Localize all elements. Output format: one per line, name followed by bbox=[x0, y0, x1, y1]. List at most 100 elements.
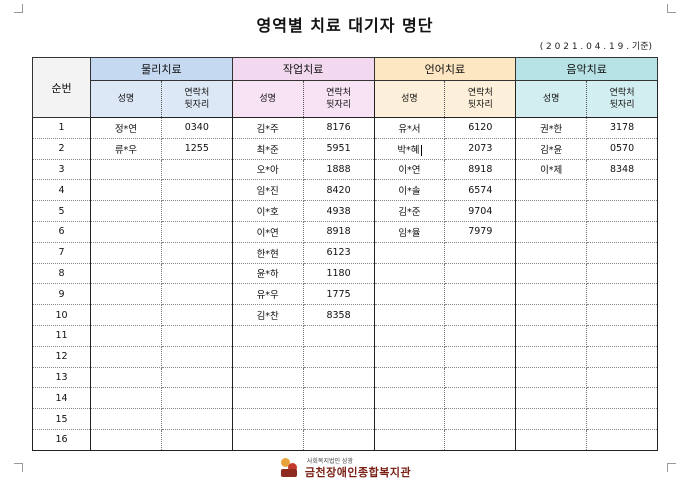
music-contact-cell bbox=[586, 283, 658, 306]
speech-name-cell: 유*서 bbox=[373, 117, 446, 139]
page-corner-mark-bottom-left bbox=[14, 463, 23, 472]
occupational-contact-cell: 5951 bbox=[302, 138, 375, 160]
table-row: 12 bbox=[32, 346, 658, 368]
row-seq: 3 bbox=[32, 159, 91, 181]
row-seq: 10 bbox=[32, 304, 91, 326]
page-corner-mark-top-right bbox=[667, 4, 676, 13]
speech-contact-cell bbox=[444, 263, 517, 285]
occupational-name-cell bbox=[231, 387, 304, 410]
music-contact-cell bbox=[586, 242, 658, 264]
music-contact-cell: 8348 bbox=[586, 159, 658, 181]
occupational-name-cell: 이*호 bbox=[231, 200, 304, 222]
occupational-contact-cell: 8176 bbox=[302, 117, 375, 139]
occupational-contact-cell: 8918 bbox=[302, 221, 375, 243]
music-contact-cell bbox=[586, 200, 658, 222]
occupational-name-cell: 윤*하 bbox=[231, 263, 304, 285]
music-name-cell bbox=[515, 200, 588, 222]
occupational-name-cell: 김*주 bbox=[231, 117, 304, 139]
physical-contact-cell bbox=[160, 263, 233, 285]
waitlist-rows: 1 정*연 0340 김*주 8176 유*서 6120 권*한 3178 2 류*우 1255 최*준… bbox=[32, 117, 658, 451]
row-seq: 12 bbox=[32, 346, 91, 368]
occupational-contact-cell bbox=[302, 429, 375, 451]
physical-name-cell bbox=[90, 159, 162, 181]
org-type-label: 사회복지법인 삼광 bbox=[306, 457, 353, 465]
occupational-contact-cell: 6123 bbox=[302, 242, 375, 264]
physical-contact-cell bbox=[160, 304, 233, 326]
speech-name-cell bbox=[373, 429, 446, 451]
physical-contact-cell bbox=[160, 408, 233, 430]
footer-logo: 사회복지법인 삼광 금천장애인종합복지관 bbox=[0, 457, 690, 479]
waitlist-table: 순번 물리치료 작업치료 언어치료 음악치료 성명 연락처 뒷자리 성명 연락처 뒷… bbox=[32, 57, 658, 451]
physical-contact-cell bbox=[160, 367, 233, 389]
music-name-cell bbox=[515, 304, 588, 326]
speech-name-cell bbox=[373, 325, 446, 347]
org-logo-icon bbox=[279, 457, 299, 479]
row-seq: 16 bbox=[32, 429, 91, 451]
music-name-cell bbox=[515, 346, 588, 368]
physical-contact-cell bbox=[160, 429, 233, 451]
table-row: 14 bbox=[32, 387, 658, 410]
page-corner-mark-bottom-right bbox=[667, 463, 676, 472]
occupational-name-cell: 이*연 bbox=[231, 221, 304, 243]
music-contact-cell bbox=[586, 387, 658, 410]
music-name-cell: 권*한 bbox=[515, 117, 588, 139]
table-row: 3 오*아 1888 이*연 8918 이*제 8348 bbox=[32, 159, 658, 181]
occupational-contact-cell bbox=[302, 346, 375, 368]
speech-name-cell: 이*솔 bbox=[373, 179, 446, 202]
music-name-cell: 이*제 bbox=[515, 159, 588, 181]
contact-header-line2: 뒷자리 bbox=[184, 100, 210, 110]
speech-contact-cell: 8918 bbox=[444, 159, 517, 181]
group-header-occupational: 작업치료 bbox=[231, 57, 375, 81]
speech-contact-cell bbox=[444, 387, 517, 410]
contact-header-line2: 뒷자리 bbox=[609, 100, 635, 110]
occupational-name-cell: 최*준 bbox=[231, 138, 304, 160]
music-contact-cell bbox=[586, 304, 658, 326]
physical-name-cell bbox=[90, 283, 162, 306]
speech-contact-cell: 6574 bbox=[444, 179, 517, 202]
contact-header: 연락처 뒷자리 bbox=[302, 80, 375, 118]
group-header-speech: 언어치료 bbox=[373, 57, 517, 81]
physical-name-cell bbox=[90, 408, 162, 430]
music-name-cell bbox=[515, 325, 588, 347]
speech-name-cell bbox=[373, 346, 446, 368]
speech-name-cell: 박*혜 bbox=[373, 138, 446, 160]
speech-name-cell: 김*준 bbox=[373, 200, 446, 222]
physical-contact-cell bbox=[160, 159, 233, 181]
contact-header-line1: 연락처 bbox=[184, 88, 210, 98]
occupational-contact-cell: 1180 bbox=[302, 263, 375, 285]
occupational-contact-cell: 1775 bbox=[302, 283, 375, 306]
physical-contact-cell bbox=[160, 200, 233, 222]
speech-name-cell bbox=[373, 283, 446, 306]
name-header: 성명 bbox=[231, 80, 304, 118]
physical-name-cell bbox=[90, 325, 162, 347]
music-contact-cell bbox=[586, 346, 658, 368]
physical-contact-cell: 0340 bbox=[160, 117, 233, 139]
physical-name-cell bbox=[90, 304, 162, 326]
table-row: 15 bbox=[32, 408, 658, 430]
physical-name-cell: 정*연 bbox=[90, 117, 162, 139]
physical-name-cell bbox=[90, 242, 162, 264]
contact-header-line1: 연락처 bbox=[467, 88, 493, 98]
occupational-contact-cell bbox=[302, 387, 375, 410]
physical-name-cell bbox=[90, 346, 162, 368]
physical-contact-cell bbox=[160, 346, 233, 368]
contact-header-line1: 연락처 bbox=[609, 88, 635, 98]
speech-contact-cell bbox=[444, 408, 517, 430]
contact-header-line2: 뒷자리 bbox=[467, 100, 493, 110]
table-row: 10 김*찬 8358 bbox=[32, 304, 658, 326]
music-name-cell: 김*윤 bbox=[515, 138, 588, 160]
table-row: 5 이*호 4938 김*준 9704 bbox=[32, 200, 658, 222]
occupational-name-cell bbox=[231, 408, 304, 430]
speech-contact-cell bbox=[444, 283, 517, 306]
occupational-name-cell: 유*우 bbox=[231, 283, 304, 306]
physical-contact-cell: 1255 bbox=[160, 138, 233, 160]
music-name-cell bbox=[515, 242, 588, 264]
occupational-contact-cell bbox=[302, 367, 375, 389]
row-seq: 11 bbox=[32, 325, 91, 347]
occupational-name-cell: 한*현 bbox=[231, 242, 304, 264]
occupational-contact-cell: 8420 bbox=[302, 179, 375, 202]
name-header: 성명 bbox=[373, 80, 446, 118]
speech-name-cell bbox=[373, 304, 446, 326]
